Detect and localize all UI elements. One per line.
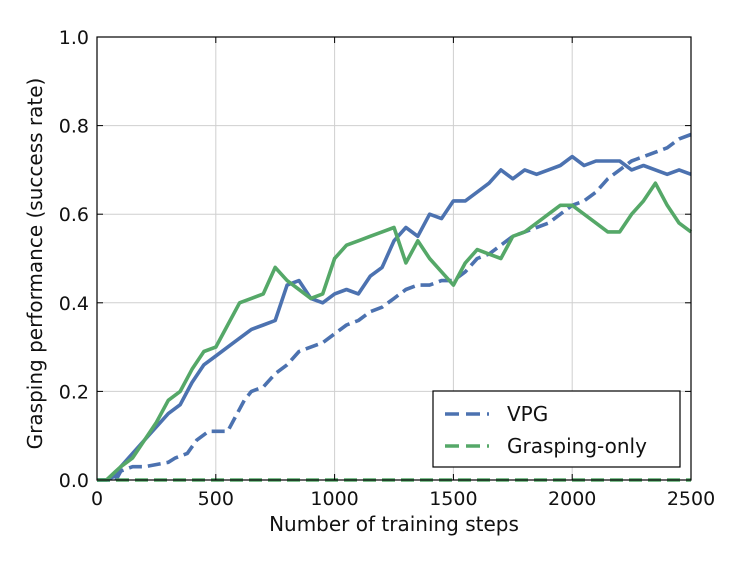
legend-label-grasping-only: Grasping-only: [507, 434, 647, 458]
x-tick-label-4: 2000: [548, 488, 596, 510]
tick-labels: 0 500 1000 1500 2000 2500 0.0 0.2 0.4 0.6 0.8 1.0: [59, 27, 715, 510]
series-line-vpg-dashed: [97, 132, 692, 482]
x-tick-label-3: 1500: [429, 488, 477, 510]
x-tick-label-0: 0: [91, 488, 103, 510]
legend: VPG Grasping-only: [432, 390, 681, 468]
y-axis-title: Grasping performance (success rate): [23, 78, 47, 450]
y-tick-label-1: 0.2: [59, 381, 89, 403]
series-line-grasping-only-solid: [97, 181, 693, 482]
x-tick-label-1: 500: [198, 488, 234, 510]
plot-frame: [96, 36, 692, 481]
y-tick-label-5: 1.0: [59, 27, 89, 49]
y-tick-label-0: 0.0: [59, 470, 89, 492]
series-line-vpg-solid: [97, 154, 692, 482]
y-tick-label-3: 0.6: [59, 204, 89, 226]
axis-ticks: [96, 36, 692, 481]
x-axis-title: Number of training steps: [269, 512, 519, 536]
y-tick-label-2: 0.4: [59, 293, 89, 315]
legend-label-vpg: VPG: [507, 402, 548, 426]
y-tick-label-4: 0.8: [59, 116, 89, 138]
x-tick-label-5: 2500: [667, 488, 715, 510]
x-tick-label-2: 1000: [310, 488, 358, 510]
legend-box: [432, 390, 681, 468]
